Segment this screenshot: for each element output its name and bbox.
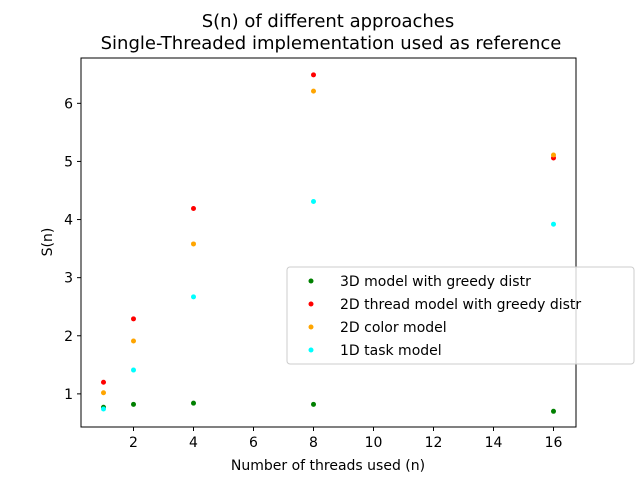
data-point	[131, 316, 136, 322]
y-axis-ticks: 1 2 3 4 5 6	[64, 96, 81, 403]
data-point	[131, 401, 136, 407]
legend-marker	[308, 278, 314, 284]
legend: 3D model with greedy distr 2D thread mode…	[286, 266, 635, 365]
data-point	[131, 338, 136, 344]
data-point	[131, 367, 136, 373]
data-point	[191, 241, 196, 247]
legend-label: 3D model with greedy distr	[340, 274, 531, 290]
y-tick-label: 6	[64, 96, 73, 112]
y-tick-label: 2	[64, 329, 73, 345]
data-point	[311, 72, 316, 78]
data-point	[101, 406, 106, 412]
data-point	[551, 152, 556, 158]
chart-title: S(n) of different approaches	[202, 11, 455, 32]
data-point	[551, 408, 556, 414]
y-tick-label: 3	[64, 271, 73, 287]
x-tick-label: 16	[545, 435, 563, 451]
y-axis-label: S(n)	[40, 228, 56, 257]
y-tick-label: 1	[64, 387, 73, 403]
data-point	[191, 400, 196, 406]
data-point	[311, 199, 316, 205]
legend-marker	[308, 347, 314, 353]
legend-label: 2D thread model with greedy distr	[340, 297, 581, 313]
x-tick-label: 4	[189, 435, 198, 451]
chart-subtitle: Single-Threaded implementation used as r…	[101, 33, 562, 54]
plot-frame	[80, 57, 577, 428]
data-point	[551, 221, 556, 227]
data-point	[191, 206, 196, 212]
plot-area	[80, 57, 577, 428]
data-point	[101, 390, 106, 396]
data-point	[191, 294, 196, 300]
y-tick-label: 5	[64, 154, 73, 170]
legend-label: 1D task model	[340, 343, 442, 359]
legend-label: 2D color model	[340, 320, 447, 336]
y-tick-label: 4	[64, 213, 73, 229]
x-tick-label: 12	[425, 435, 443, 451]
data-point	[311, 401, 316, 407]
legend-marker	[308, 324, 314, 330]
x-axis-ticks: 2 4 6 8 10 12 14 16	[129, 427, 562, 451]
x-tick-label: 10	[365, 435, 383, 451]
x-axis-label: Number of threads used (n)	[231, 458, 425, 474]
x-tick-label: 6	[249, 435, 258, 451]
legend-marker	[308, 301, 314, 307]
x-tick-label: 2	[129, 435, 138, 451]
data-point	[101, 379, 106, 385]
x-tick-label: 8	[309, 435, 318, 451]
x-tick-label: 14	[485, 435, 503, 451]
data-points	[101, 72, 556, 414]
data-point	[311, 88, 316, 94]
legend-box	[286, 266, 635, 365]
